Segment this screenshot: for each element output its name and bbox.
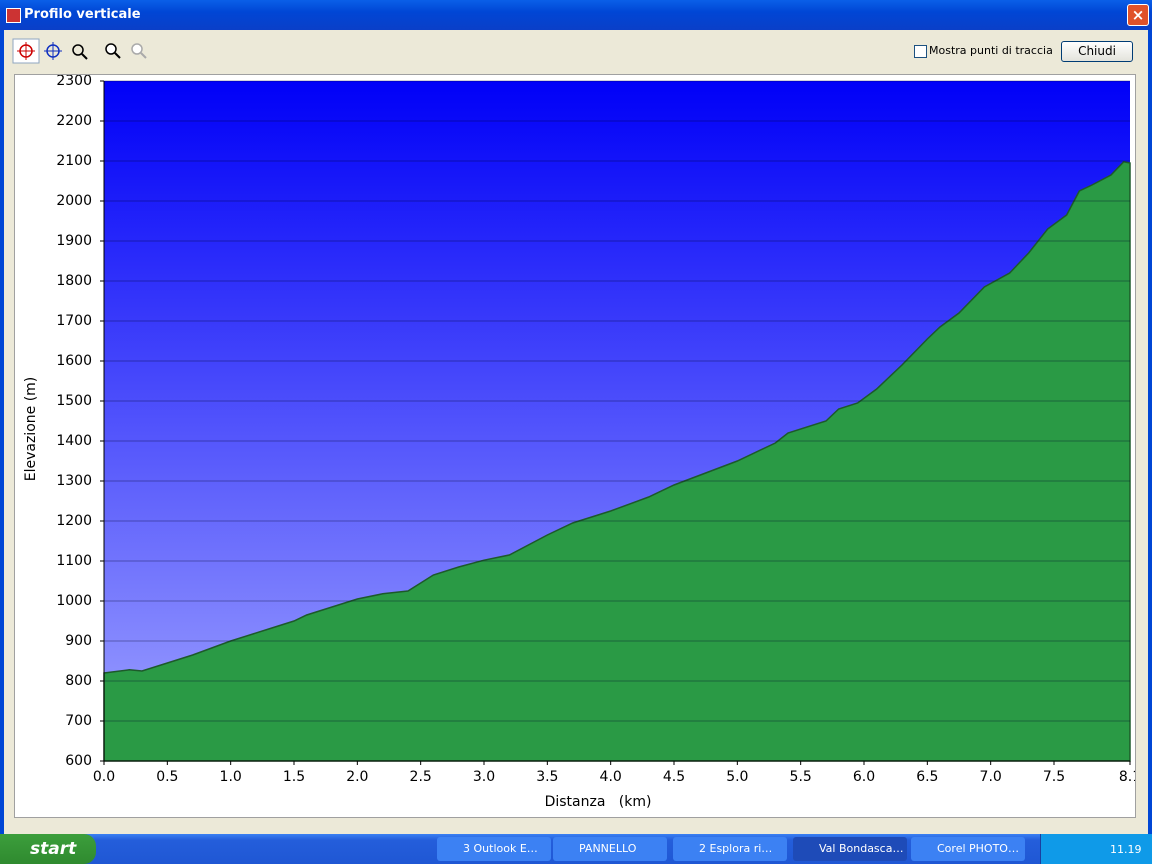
x-tick-label: 4.5 (663, 769, 685, 785)
window-title: Profilo verticale (24, 7, 141, 22)
x-tick-label: 6.5 (916, 769, 938, 785)
x-axis-label: Distanza (km) (545, 794, 652, 810)
y-tick-label: 2200 (56, 113, 92, 129)
system-tray (1040, 834, 1152, 864)
x-tick-label: 3.5 (536, 769, 558, 785)
y-tick-label: 1300 (56, 473, 92, 489)
y-axis-label: Elevazione (m) (23, 377, 39, 482)
y-tick-label: 900 (65, 633, 92, 649)
chart: Elevazione (m) Distanza (km) 600 700 800 90… (23, 73, 1141, 810)
y-tick-label: 1700 (56, 313, 92, 329)
tool-zoom-out[interactable] (131, 43, 143, 55)
checkbox-label[interactable]: Mostra punti di traccia (929, 44, 1053, 57)
y-tick-label: 1100 (56, 553, 92, 569)
taskbar-item[interactable]: Corel PHOTO… (911, 837, 1025, 861)
frame (1148, 30, 1152, 834)
y-tick-label: 1500 (56, 393, 92, 409)
x-tick-label: 0.0 (93, 769, 115, 785)
x-tick-label: 6.0 (853, 769, 875, 785)
y-tick-label: 1200 (56, 513, 92, 529)
y-tick-label: 2100 (56, 153, 92, 169)
y-tick-label: 2300 (56, 75, 92, 89)
tool-zoom-out (140, 52, 147, 59)
x-tick-label: 5.5 (790, 769, 812, 785)
x-tick-label: 1.0 (220, 769, 242, 785)
x-tick-label: 5.0 (726, 769, 748, 785)
taskbar-item[interactable]: 2 Esplora ri… (673, 837, 787, 861)
taskbar-item[interactable]: Val Bondasca… (793, 837, 907, 861)
x-tick-label: 3.0 (473, 769, 495, 785)
y-tick-label: 1600 (56, 353, 92, 369)
x-tick-label: 2.0 (346, 769, 368, 785)
x-tick-label: 4.0 (600, 769, 622, 785)
y-tick-label: 1000 (56, 593, 92, 609)
y-tick-label: 600 (65, 753, 92, 769)
y-tick-label: 700 (65, 713, 92, 729)
y-tick-label: 1900 (56, 233, 92, 249)
checkbox[interactable] (914, 45, 927, 58)
x-tick-label: 2.5 (410, 769, 432, 785)
chart-panel: Elevazione (m) Distanza (km) 600 700 800 90… (14, 73, 1141, 818)
title-bar (0, 0, 1152, 30)
y-tick-label: 2000 (56, 193, 92, 209)
x-tick-label: 7.0 (980, 769, 1002, 785)
tool-zoom-area (81, 53, 88, 60)
app-icon (6, 8, 21, 23)
taskbar-item[interactable]: PANNELLO (553, 837, 667, 861)
frame (0, 30, 4, 834)
tool-zoom-in (114, 52, 121, 59)
elevation-area (103, 160, 1131, 762)
x-tick-label: 7.5 (1043, 769, 1065, 785)
x-tick-label: 8.1 (1119, 769, 1135, 785)
y-tick-label: 1800 (56, 273, 92, 289)
y-tick-label: 1400 (56, 433, 92, 449)
x-tick-label: 1.5 (283, 769, 305, 785)
y-tick-label: 800 (65, 673, 92, 689)
taskbar-item[interactable]: 3 Outlook E… (437, 837, 551, 861)
clock: 11.19 (1110, 843, 1142, 856)
tool-zoom-in[interactable] (105, 43, 117, 55)
close-button[interactable]: × (1127, 4, 1149, 26)
tool-zoom-area[interactable] (72, 44, 84, 56)
close-dialog-button[interactable]: Chiudi (1061, 41, 1133, 62)
start-button[interactable]: start (0, 834, 96, 864)
x-tick-label: 0.5 (156, 769, 178, 785)
toolbar-icons (12, 38, 147, 64)
